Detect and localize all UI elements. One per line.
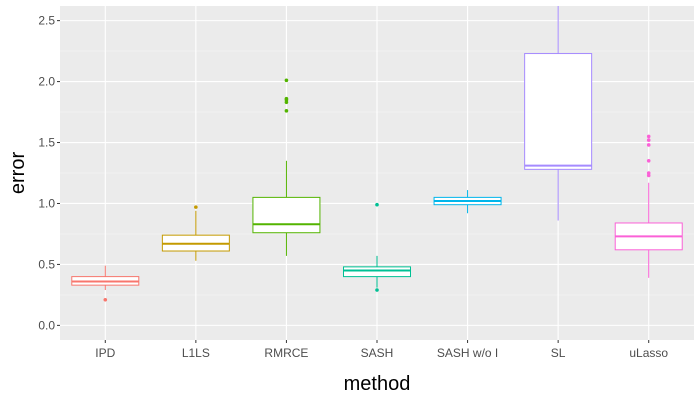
outlier-point xyxy=(284,96,289,101)
boxes-layer xyxy=(71,6,683,302)
y-tick-label: 2.0 xyxy=(38,75,55,89)
x-tick-label: L1LS xyxy=(182,346,210,360)
x-tick-label: uLasso xyxy=(629,346,668,360)
y-tick-label: 1.0 xyxy=(38,196,55,210)
box-group xyxy=(71,265,140,302)
x-tick-label: RMRCE xyxy=(264,346,308,360)
outlier-point xyxy=(646,171,651,175)
x-tick-label: SASH w/o I xyxy=(437,346,498,360)
y-axis: 0.0 0.5 1.0 1.5 2.0 2.5 xyxy=(38,14,60,332)
y-tick-label: 0.5 xyxy=(38,257,55,271)
y-axis-title: error xyxy=(7,152,29,195)
outlier-point xyxy=(103,297,108,302)
box-group xyxy=(343,202,411,292)
outlier-point xyxy=(284,109,289,113)
outlier-point xyxy=(646,143,651,147)
y-tick-label: 0.0 xyxy=(38,318,55,332)
outlier-point xyxy=(646,138,651,142)
box-group xyxy=(433,190,502,214)
box-body xyxy=(524,53,593,170)
x-axis-title: method xyxy=(344,373,411,395)
outlier-point xyxy=(194,205,198,209)
outlier-point xyxy=(284,78,289,83)
box-body xyxy=(343,266,411,278)
x-tick-label: SL xyxy=(551,346,566,360)
y-tick-label: 2.5 xyxy=(38,14,55,28)
outlier-point xyxy=(375,288,379,292)
outlier-point xyxy=(646,159,651,163)
box-group xyxy=(614,134,683,278)
box-body xyxy=(252,196,321,234)
box-group xyxy=(161,205,230,261)
outlier-point xyxy=(375,202,379,207)
y-tick-label: 1.5 xyxy=(38,136,55,150)
x-tick-label: SASH xyxy=(361,346,394,360)
outlier-point xyxy=(646,134,651,139)
box-group xyxy=(524,6,593,221)
x-tick-label: IPD xyxy=(95,346,115,360)
box-group xyxy=(252,78,321,256)
x-axis: IPD L1LS RMRCE SASH SASH w/o I SL uLasso xyxy=(95,340,668,360)
